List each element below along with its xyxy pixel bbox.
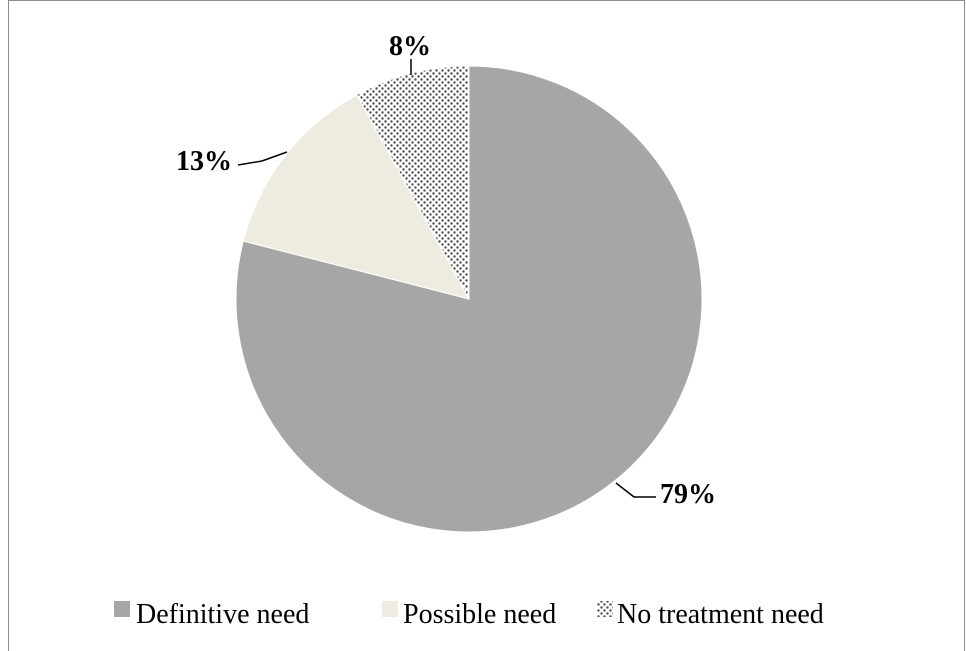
legend-swatch-definitive-need	[114, 601, 130, 617]
legend-label-possible-need: Possible need	[403, 599, 556, 630]
leader-line-possible-need	[237, 151, 288, 166]
legend: Definitive need Possible need No treatment…	[114, 599, 824, 630]
pie-slices	[235, 65, 703, 533]
chart-frame	[8, 0, 965, 651]
legend-swatch-no-treatment-need	[597, 601, 613, 617]
pie-slice-possible-need	[242, 94, 470, 300]
data-labels: 79% 13% 8%	[176, 31, 716, 510]
legend-label-definitive-need: Definitive need	[136, 599, 309, 630]
legend-label-no-treatment-need: No treatment need	[617, 599, 824, 630]
legend-item-no-treatment-need: No treatment need	[597, 599, 824, 630]
data-label-no-treatment-need: 8%	[389, 31, 431, 62]
label-leaders	[237, 59, 656, 498]
leader-line-definitive-need	[615, 482, 656, 498]
data-label-definitive-need: 79%	[660, 479, 716, 510]
legend-item-definitive-need: Definitive need	[114, 599, 309, 630]
data-label-possible-need: 13%	[176, 146, 232, 177]
legend-item-possible-need: Possible need	[382, 599, 556, 630]
legend-swatch-possible-need	[382, 601, 398, 617]
